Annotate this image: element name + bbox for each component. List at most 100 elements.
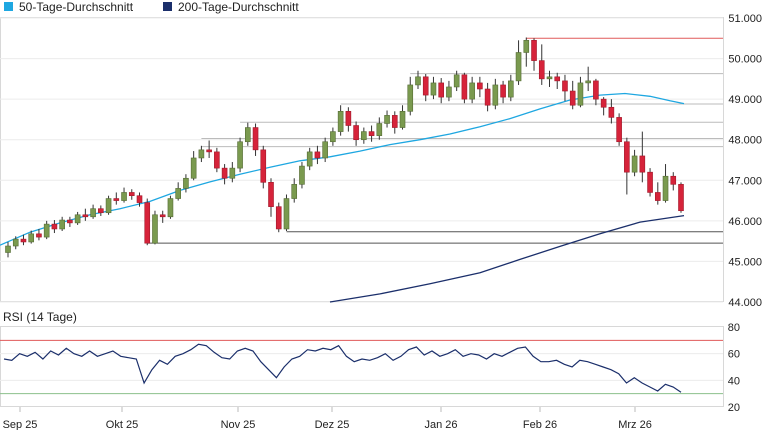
price-y-tick-label: 49.000 — [728, 94, 762, 106]
price-reference-lines — [147, 37, 723, 244]
x-tick-label: Okt 25 — [106, 419, 138, 430]
candle-up — [492, 84, 499, 106]
rsi-line — [3, 343, 682, 393]
candle-down — [477, 82, 483, 90]
price-panel: 44.000 45.000 46.000 47.000 48.000 49.000 50.0… — [0, 13, 762, 309]
candle-down — [67, 219, 73, 224]
candle-up — [631, 155, 638, 173]
price-y-tick-label: 44.000 — [728, 297, 762, 309]
candle-up — [183, 177, 189, 189]
x-tick-label: Dez 25 — [315, 419, 350, 430]
candle-up — [152, 214, 158, 244]
moving-averages — [0, 92, 685, 303]
rsi-y-tick-label: 20 — [728, 402, 740, 414]
rsi-panel: RSI (14 Tage) 80 60 40 20 — [0, 310, 740, 414]
candle-up — [28, 233, 35, 243]
candle-down — [608, 106, 615, 118]
candle-down — [368, 131, 375, 136]
candle-up — [12, 238, 19, 247]
candle-down — [569, 90, 576, 106]
candle-up — [59, 219, 65, 230]
candle-down — [144, 202, 151, 244]
rsi-y-tick-label: 40 — [728, 375, 740, 387]
candle-down — [113, 198, 120, 201]
candle-up — [546, 76, 553, 80]
candle-down — [275, 206, 282, 230]
candle-down — [484, 88, 491, 106]
candle-down — [624, 141, 630, 173]
candle-down — [98, 208, 104, 214]
candle-down — [36, 233, 42, 238]
candle-down — [654, 192, 661, 201]
candle-up — [90, 208, 96, 218]
rsi-panel-frame — [0, 326, 724, 407]
candle-up — [415, 76, 421, 86]
candle-up — [121, 192, 127, 201]
candle-down — [345, 111, 352, 126]
candle-down — [670, 175, 677, 185]
price-panel-frame — [0, 17, 724, 302]
candle-up — [175, 188, 181, 199]
candle-down — [554, 76, 561, 82]
candle-down — [593, 80, 599, 100]
legend-label-ma200: 200-Tage-Durchschnitt — [178, 0, 299, 14]
candle-up — [407, 84, 414, 112]
candle-down — [616, 117, 622, 143]
candle-down — [214, 151, 220, 169]
candle-up — [376, 123, 383, 136]
candle-up — [508, 80, 514, 98]
legend-swatch-ma200 — [163, 2, 172, 11]
rsi-lines — [0, 339, 723, 395]
candle-up — [585, 80, 591, 84]
candle-up — [43, 223, 50, 238]
x-tick-label: Jan 26 — [424, 419, 457, 430]
x-tick-label: Nov 25 — [221, 419, 256, 430]
candle-down — [314, 151, 321, 159]
candle-down — [268, 182, 274, 207]
price-y-tick-label: 50.000 — [728, 54, 762, 66]
candle-down — [461, 74, 468, 100]
candle-up — [337, 111, 344, 132]
candle-up — [577, 82, 584, 106]
legend-label-ma50: 50-Tage-Durchschnitt — [19, 0, 134, 14]
candle-up — [399, 111, 406, 128]
candle-up — [291, 184, 298, 199]
candle-up — [190, 157, 197, 179]
candle-up — [229, 167, 236, 179]
candle-down — [647, 171, 653, 193]
candle-up — [306, 151, 313, 167]
candle-up — [446, 86, 452, 98]
candle-up — [523, 40, 530, 53]
candle-down — [206, 149, 212, 153]
candle-up — [384, 115, 390, 124]
ma50-line — [0, 92, 685, 246]
x-tick-label: Mrz 26 — [618, 419, 652, 430]
x-tick-label: Feb 26 — [523, 419, 557, 430]
candle-down — [51, 223, 58, 230]
candle-down — [538, 60, 545, 80]
price-y-axis: 44.000 45.000 46.000 47.000 48.000 49.000 50.0… — [728, 13, 762, 309]
candle-up — [283, 198, 290, 230]
x-tick-label: Sep 25 — [3, 419, 38, 430]
candle-down — [221, 167, 228, 179]
candle-up — [74, 214, 81, 224]
candle-down — [600, 98, 607, 108]
price-y-tick-label: 51.000 — [728, 13, 762, 25]
price-gridlines — [0, 17, 723, 303]
price-y-tick-label: 45.000 — [728, 256, 762, 268]
candle-down — [128, 192, 135, 197]
candle-up — [430, 82, 437, 96]
candle-up — [245, 127, 251, 143]
candle-down — [438, 82, 444, 98]
candle-up — [299, 165, 305, 185]
ma200-line — [329, 214, 685, 303]
candle-down — [136, 195, 143, 203]
price-y-tick-label: 48.000 — [728, 135, 762, 147]
candle-down — [500, 84, 506, 98]
rsi-y-tick-label: 80 — [728, 322, 740, 334]
candle-up — [5, 245, 11, 253]
candle-up — [662, 175, 669, 201]
candle-up — [453, 74, 460, 88]
candle-up — [361, 131, 367, 141]
